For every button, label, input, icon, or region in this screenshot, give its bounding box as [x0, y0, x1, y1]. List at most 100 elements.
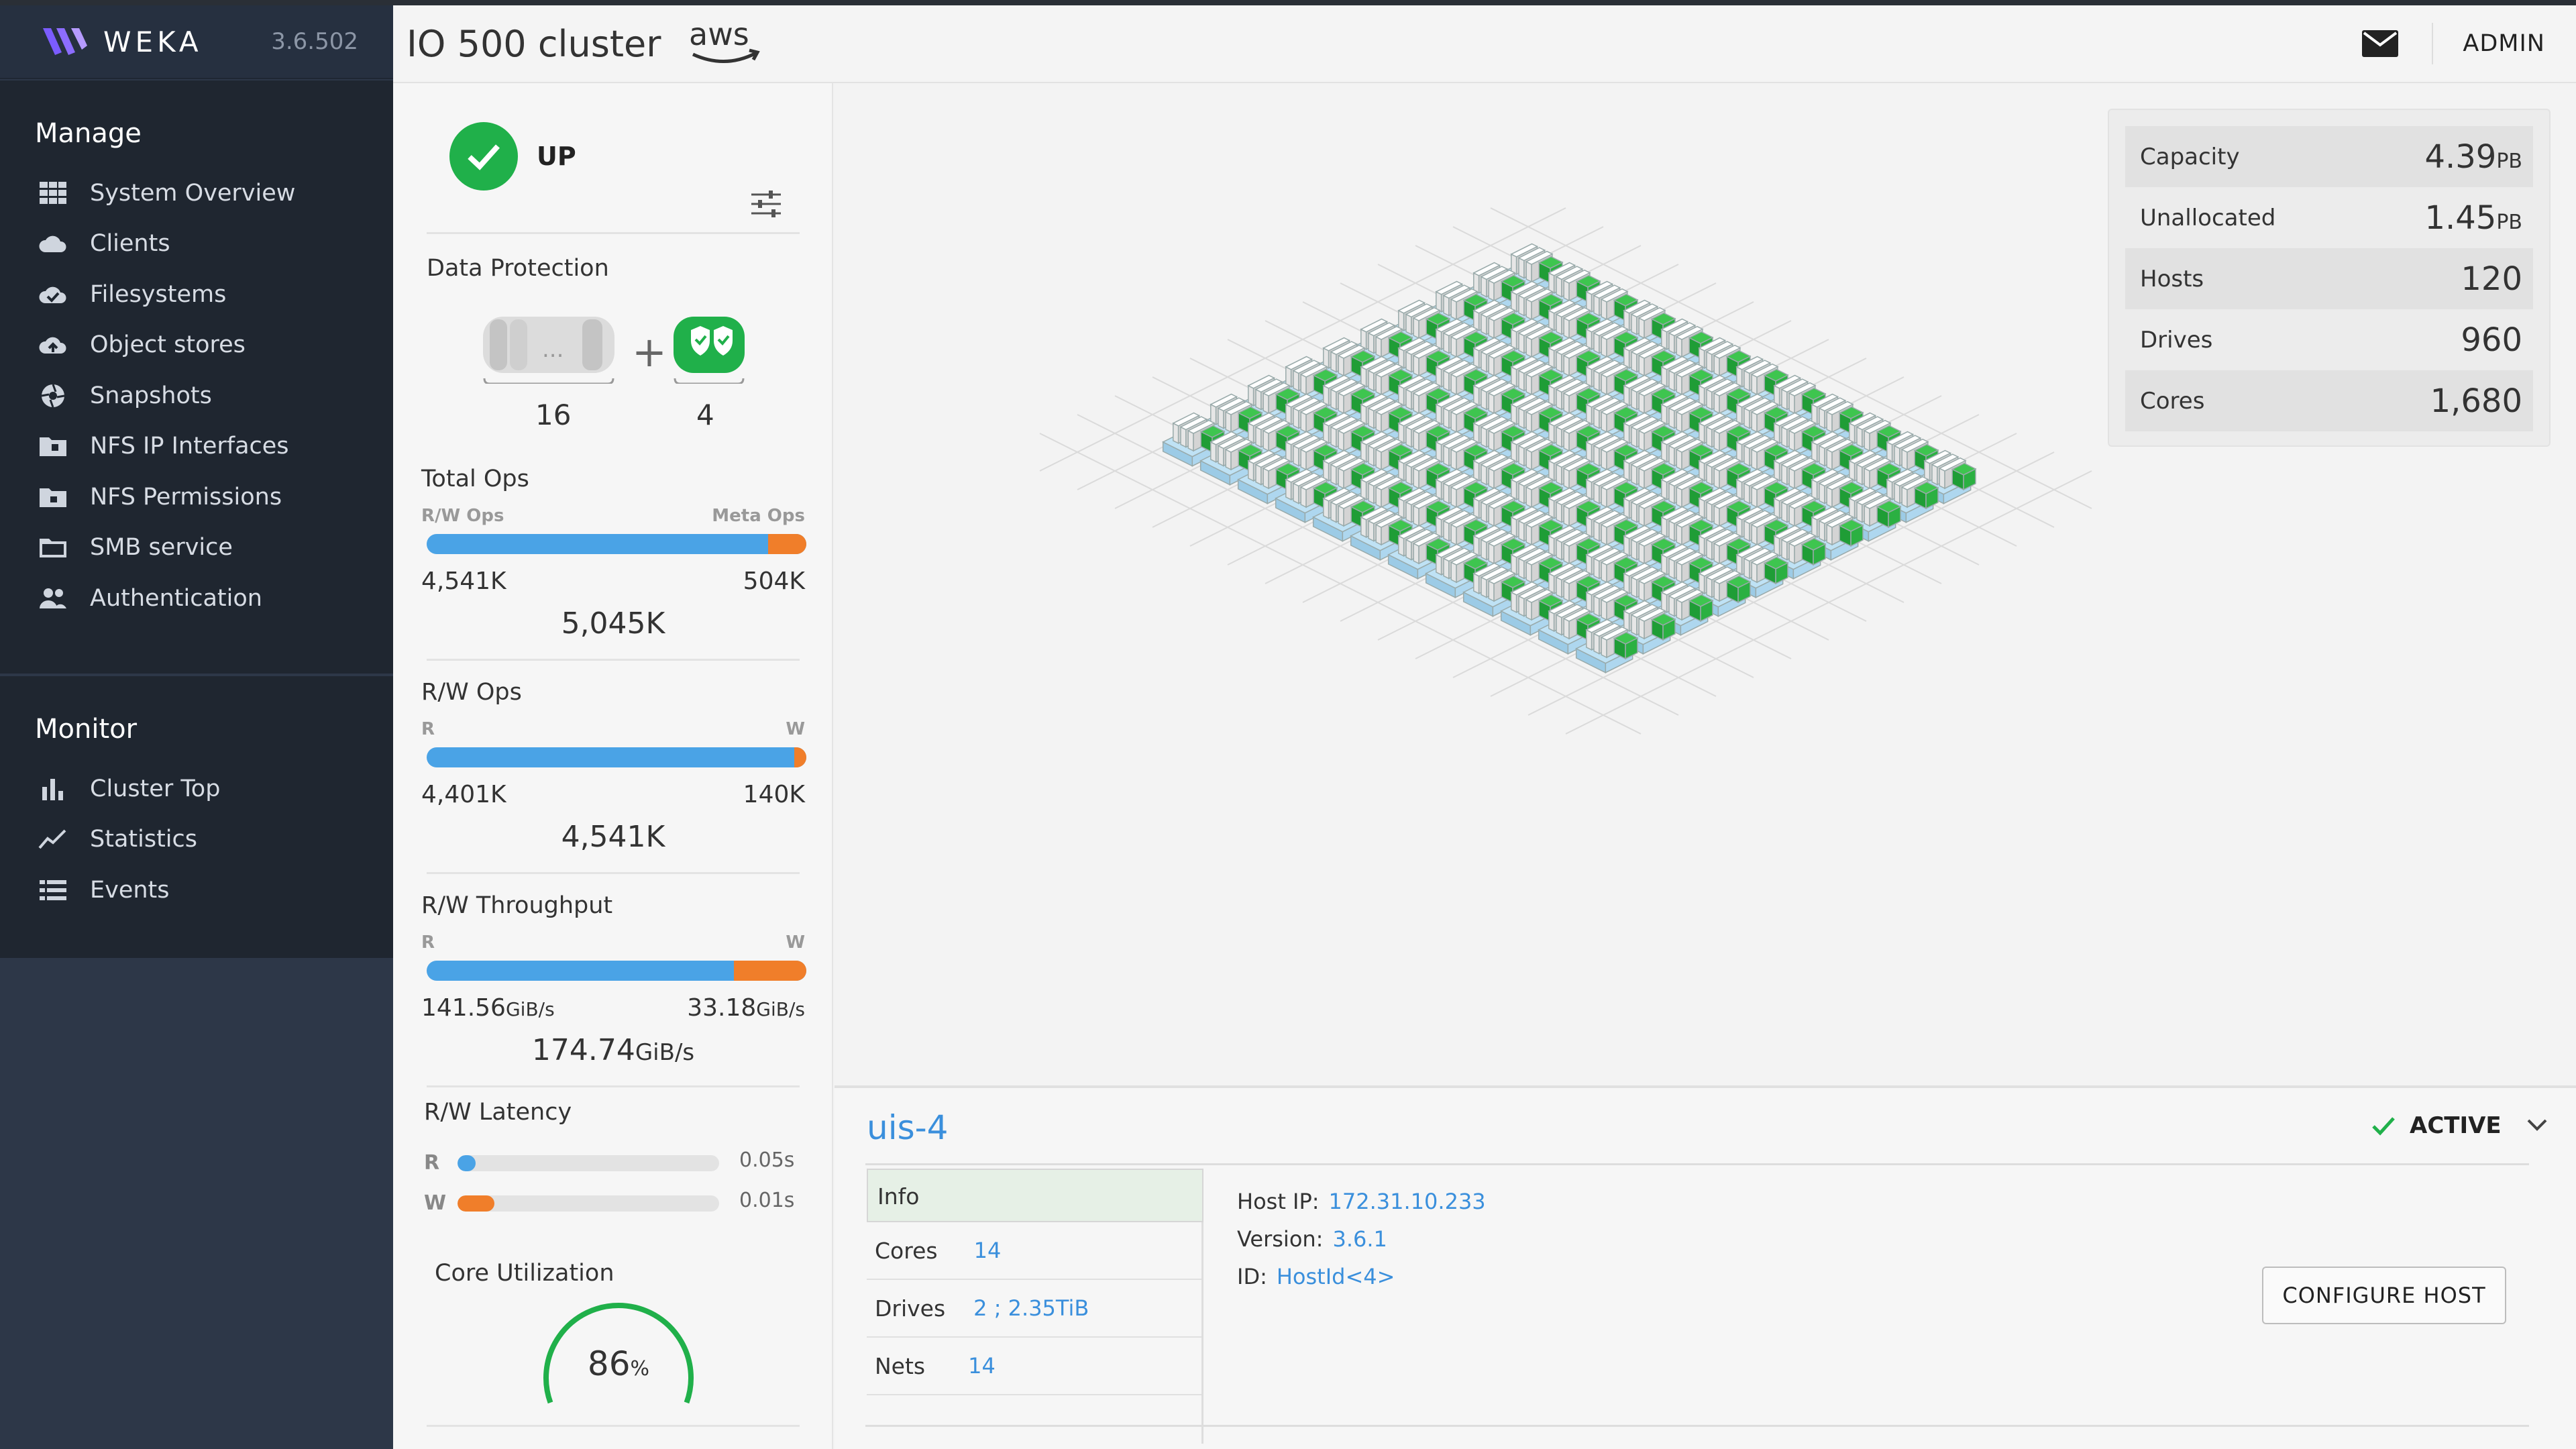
host-node[interactable]	[1500, 431, 1564, 486]
host-node[interactable]	[1387, 449, 1451, 504]
sidebar-item-authentication[interactable]: Authentication	[0, 573, 393, 624]
sidebar-item-label: NFS IP Interfaces	[90, 433, 289, 460]
host-node[interactable]	[1275, 393, 1338, 448]
svg-text:aws: aws	[689, 17, 749, 52]
host-node[interactable]	[1613, 449, 1676, 504]
configure-host-button[interactable]: CONFIGURE HOST	[2262, 1267, 2506, 1324]
rw-throughput-bar	[427, 961, 806, 981]
rw-throughput-read-value: 141.56GiB/s	[421, 994, 555, 1022]
aws-logo-icon: aws	[689, 17, 761, 63]
latency-w-track	[458, 1195, 719, 1212]
divider	[427, 872, 800, 874]
stats-panel: UP Data Protection ... + 16 4 Total Ops …	[393, 83, 833, 1449]
total-ops-right-label: Meta Ops	[712, 506, 805, 526]
total-ops-total: 5,045K	[561, 606, 665, 641]
host-node[interactable]	[1425, 506, 1489, 561]
check-circle-icon	[449, 122, 518, 191]
rw-throughput-left-label: R	[421, 932, 435, 953]
grid-icon	[38, 180, 68, 207]
monitor-section: Monitor Cluster Top Statistics Events	[0, 676, 393, 958]
core-util-gauge	[543, 1303, 694, 1404]
sidebar-item-object-stores[interactable]: Object stores	[0, 320, 393, 371]
host-node[interactable]	[1500, 318, 1564, 373]
rw-ops-right-label: W	[786, 719, 805, 739]
sliders-icon[interactable]	[750, 189, 782, 219]
host-state[interactable]: ACTIVE	[2371, 1112, 2548, 1139]
rw-throughput-title: R/W Throughput	[421, 892, 613, 919]
tab-info[interactable]: Info	[867, 1169, 1203, 1222]
list-item: Cores 14	[867, 1222, 1201, 1280]
user-menu[interactable]: ADMIN	[2463, 30, 2545, 57]
host-node[interactable]	[1613, 562, 1676, 617]
brand-name: WEKA	[103, 25, 203, 58]
line-chart-icon	[38, 826, 68, 853]
sidebar-item-smb-service[interactable]: SMB service	[0, 523, 393, 574]
sidebar-item-clients[interactable]: Clients	[0, 219, 393, 270]
status-label: UP	[537, 142, 576, 171]
sidebar-item-snapshots[interactable]: Snapshots	[0, 370, 393, 421]
cloud-check-icon	[38, 281, 68, 308]
cluster-stats-box: Capacity 4.39PB Unallocated 1.45PB Hosts 12…	[2108, 109, 2551, 447]
host-node[interactable]	[1538, 600, 1601, 655]
host-node[interactable]	[1425, 543, 1489, 598]
list-item: Nets 14	[867, 1338, 1201, 1395]
host-node[interactable]	[1162, 412, 1226, 467]
host-node[interactable]	[1275, 431, 1338, 486]
data-drives-icon: ...	[483, 317, 614, 384]
chevron-down-icon[interactable]	[2526, 1118, 2548, 1134]
weka-logo-icon	[43, 28, 87, 55]
host-name: uis-4	[867, 1108, 949, 1147]
host-node[interactable]	[1876, 431, 1939, 486]
folder-lock-icon	[38, 484, 68, 511]
cluster-visualization[interactable]	[835, 83, 2576, 1087]
host-node[interactable]	[1425, 280, 1489, 335]
sidebar-item-nfs-ip-interfaces[interactable]: NFS IP Interfaces	[0, 421, 393, 472]
sidebar-item-label: Object stores	[90, 331, 246, 359]
rw-throughput-total: 174.74GiB/s	[531, 1033, 695, 1067]
host-info-list: Cores 14 Drives 2 ; 2.35TiB Nets 14	[867, 1222, 1203, 1444]
host-id: ID: HostId<4>	[1237, 1264, 1395, 1289]
svg-text:...: ...	[542, 336, 564, 363]
monitor-title: Monitor	[35, 714, 138, 745]
header-divider	[2432, 23, 2434, 64]
total-ops-rw-value: 4,541K	[421, 568, 506, 595]
host-node[interactable]	[1500, 280, 1564, 335]
host-node[interactable]	[1462, 262, 1526, 317]
top-header: IO 500 cluster aws ADMIN	[393, 5, 2576, 83]
host-node[interactable]	[1575, 468, 1639, 523]
sidebar-item-filesystems[interactable]: Filesystems	[0, 269, 393, 320]
cloud-upload-icon	[38, 331, 68, 358]
divider	[865, 1163, 2529, 1165]
host-node[interactable]	[1613, 600, 1676, 655]
app-version: 3.6.502	[271, 28, 358, 55]
divider	[427, 659, 800, 661]
core-util-value: 86%	[587, 1344, 650, 1383]
host-node[interactable]	[1500, 468, 1564, 523]
host-node[interactable]	[1575, 619, 1639, 674]
header-right: ADMIN	[2362, 5, 2576, 82]
host-ip: Host IP: 172.31.10.233	[1237, 1189, 1486, 1214]
sidebar-item-system-overview[interactable]: System Overview	[0, 168, 393, 219]
host-version: Version: 3.6.1	[1237, 1226, 1387, 1252]
host-node[interactable]	[1725, 543, 1789, 598]
rw-ops-read-value: 4,401K	[421, 781, 506, 808]
total-ops-meta-fill	[768, 534, 806, 554]
host-node[interactable]	[1913, 449, 1977, 504]
mail-icon[interactable]	[2362, 30, 2399, 57]
sidebar-item-cluster-top[interactable]: Cluster Top	[0, 763, 393, 814]
rw-ops-write-value: 140K	[743, 781, 805, 808]
sidebar-item-label: Filesystems	[90, 280, 227, 308]
cluster-hosts-grid[interactable]	[835, 83, 2576, 1087]
host-state-label: ACTIVE	[2410, 1112, 2502, 1139]
plus-icon: +	[632, 327, 667, 376]
cluster-name: IO 500 cluster	[407, 22, 661, 65]
total-ops-bar	[427, 534, 806, 554]
sidebar-item-events[interactable]: Events	[0, 865, 393, 916]
host-node[interactable]	[1688, 487, 1752, 542]
aperture-icon	[38, 382, 68, 409]
latency-r-track	[458, 1155, 719, 1171]
sidebar-item-nfs-permissions[interactable]: NFS Permissions	[0, 472, 393, 523]
data-drives-count: 16	[535, 398, 572, 431]
sidebar-item-statistics[interactable]: Statistics	[0, 814, 393, 865]
host-node[interactable]	[1387, 525, 1451, 580]
